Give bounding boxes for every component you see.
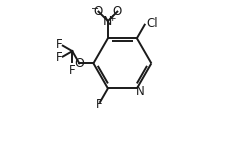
Text: O: O (93, 5, 103, 18)
Text: −: − (91, 4, 99, 14)
Text: +: + (107, 14, 115, 23)
Text: Cl: Cl (146, 17, 158, 30)
Text: N: N (135, 85, 144, 98)
Text: F: F (96, 98, 102, 111)
Text: F: F (55, 38, 62, 51)
Text: F: F (69, 64, 75, 77)
Text: O: O (112, 5, 122, 18)
Text: O: O (74, 57, 84, 70)
Text: N: N (103, 15, 112, 27)
Text: F: F (55, 51, 62, 64)
